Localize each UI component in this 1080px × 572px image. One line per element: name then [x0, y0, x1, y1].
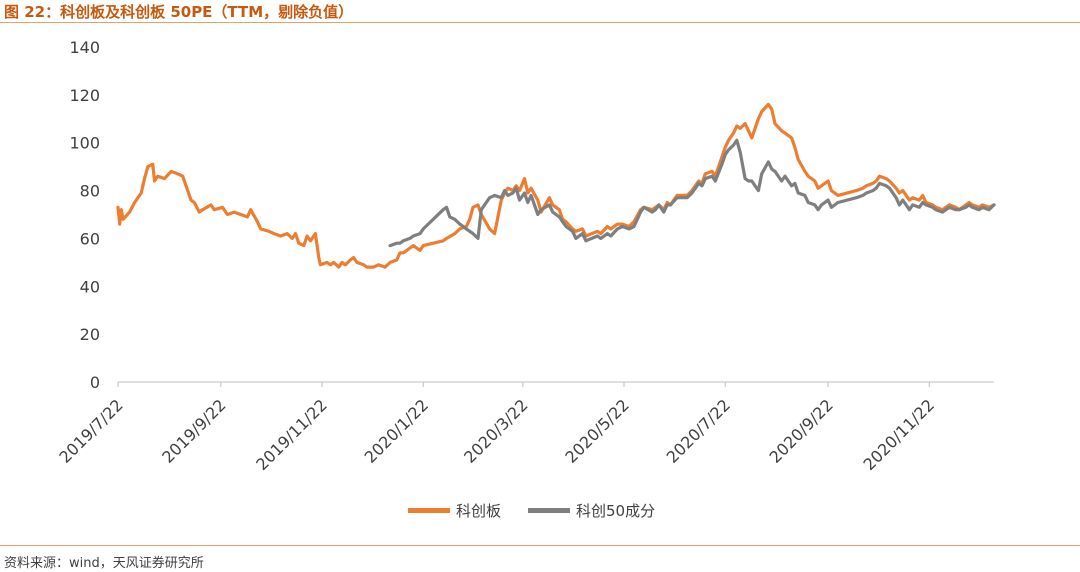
x-axis: 2019/7/22 2019/9/22 2019/11/22 2020/1/22 202…: [55, 381, 994, 474]
x-tick-label: 2019/11/22: [252, 395, 331, 474]
series-layer: [116, 102, 996, 269]
x-tick-label: 2019/9/22: [158, 395, 229, 466]
x-tick-label: 2020/1/22: [361, 395, 432, 466]
y-tick-label: 120: [69, 86, 100, 105]
legend-swatch: [528, 508, 570, 513]
x-tick-label: 2020/11/22: [859, 395, 938, 474]
y-tick-label: 0: [90, 373, 100, 392]
y-tick-label: 20: [80, 325, 100, 344]
series-line-kcb: [116, 102, 996, 269]
x-tick-label: 2020/9/22: [765, 395, 836, 466]
legend: 科创板 科创50成分: [0, 500, 1080, 524]
x-tick-label: 2020/5/22: [561, 395, 632, 466]
y-tick-label: 100: [69, 134, 100, 153]
legend-label: 科创板: [456, 502, 502, 520]
y-tick-label: 60: [80, 229, 100, 248]
y-tick-label: 140: [69, 38, 100, 57]
x-tick-label: 2020/7/22: [663, 395, 734, 466]
y-tick-label: 40: [80, 277, 100, 296]
legend-item-kcb: 科创板: [408, 500, 501, 521]
footer-divider: [0, 545, 1080, 546]
x-tick-label: 2019/7/22: [55, 395, 126, 466]
source-note: 资料来源：wind，天风证券研究所: [4, 556, 204, 571]
figure-title: 图 22：科创板及科创板 50PE（TTM，剔除负值）: [4, 3, 354, 21]
series-line-kc50: [388, 138, 996, 248]
y-axis-ticks: 0 20 40 60 80 100 120 140: [69, 38, 100, 392]
legend-item-kc50: 科创50成分: [528, 500, 655, 521]
y-tick-label: 80: [80, 182, 100, 201]
legend-swatch: [408, 508, 450, 513]
x-tick-label: 2020/3/22: [460, 395, 531, 466]
title-divider: [0, 22, 1080, 23]
legend-label: 科创50成分: [576, 502, 656, 520]
